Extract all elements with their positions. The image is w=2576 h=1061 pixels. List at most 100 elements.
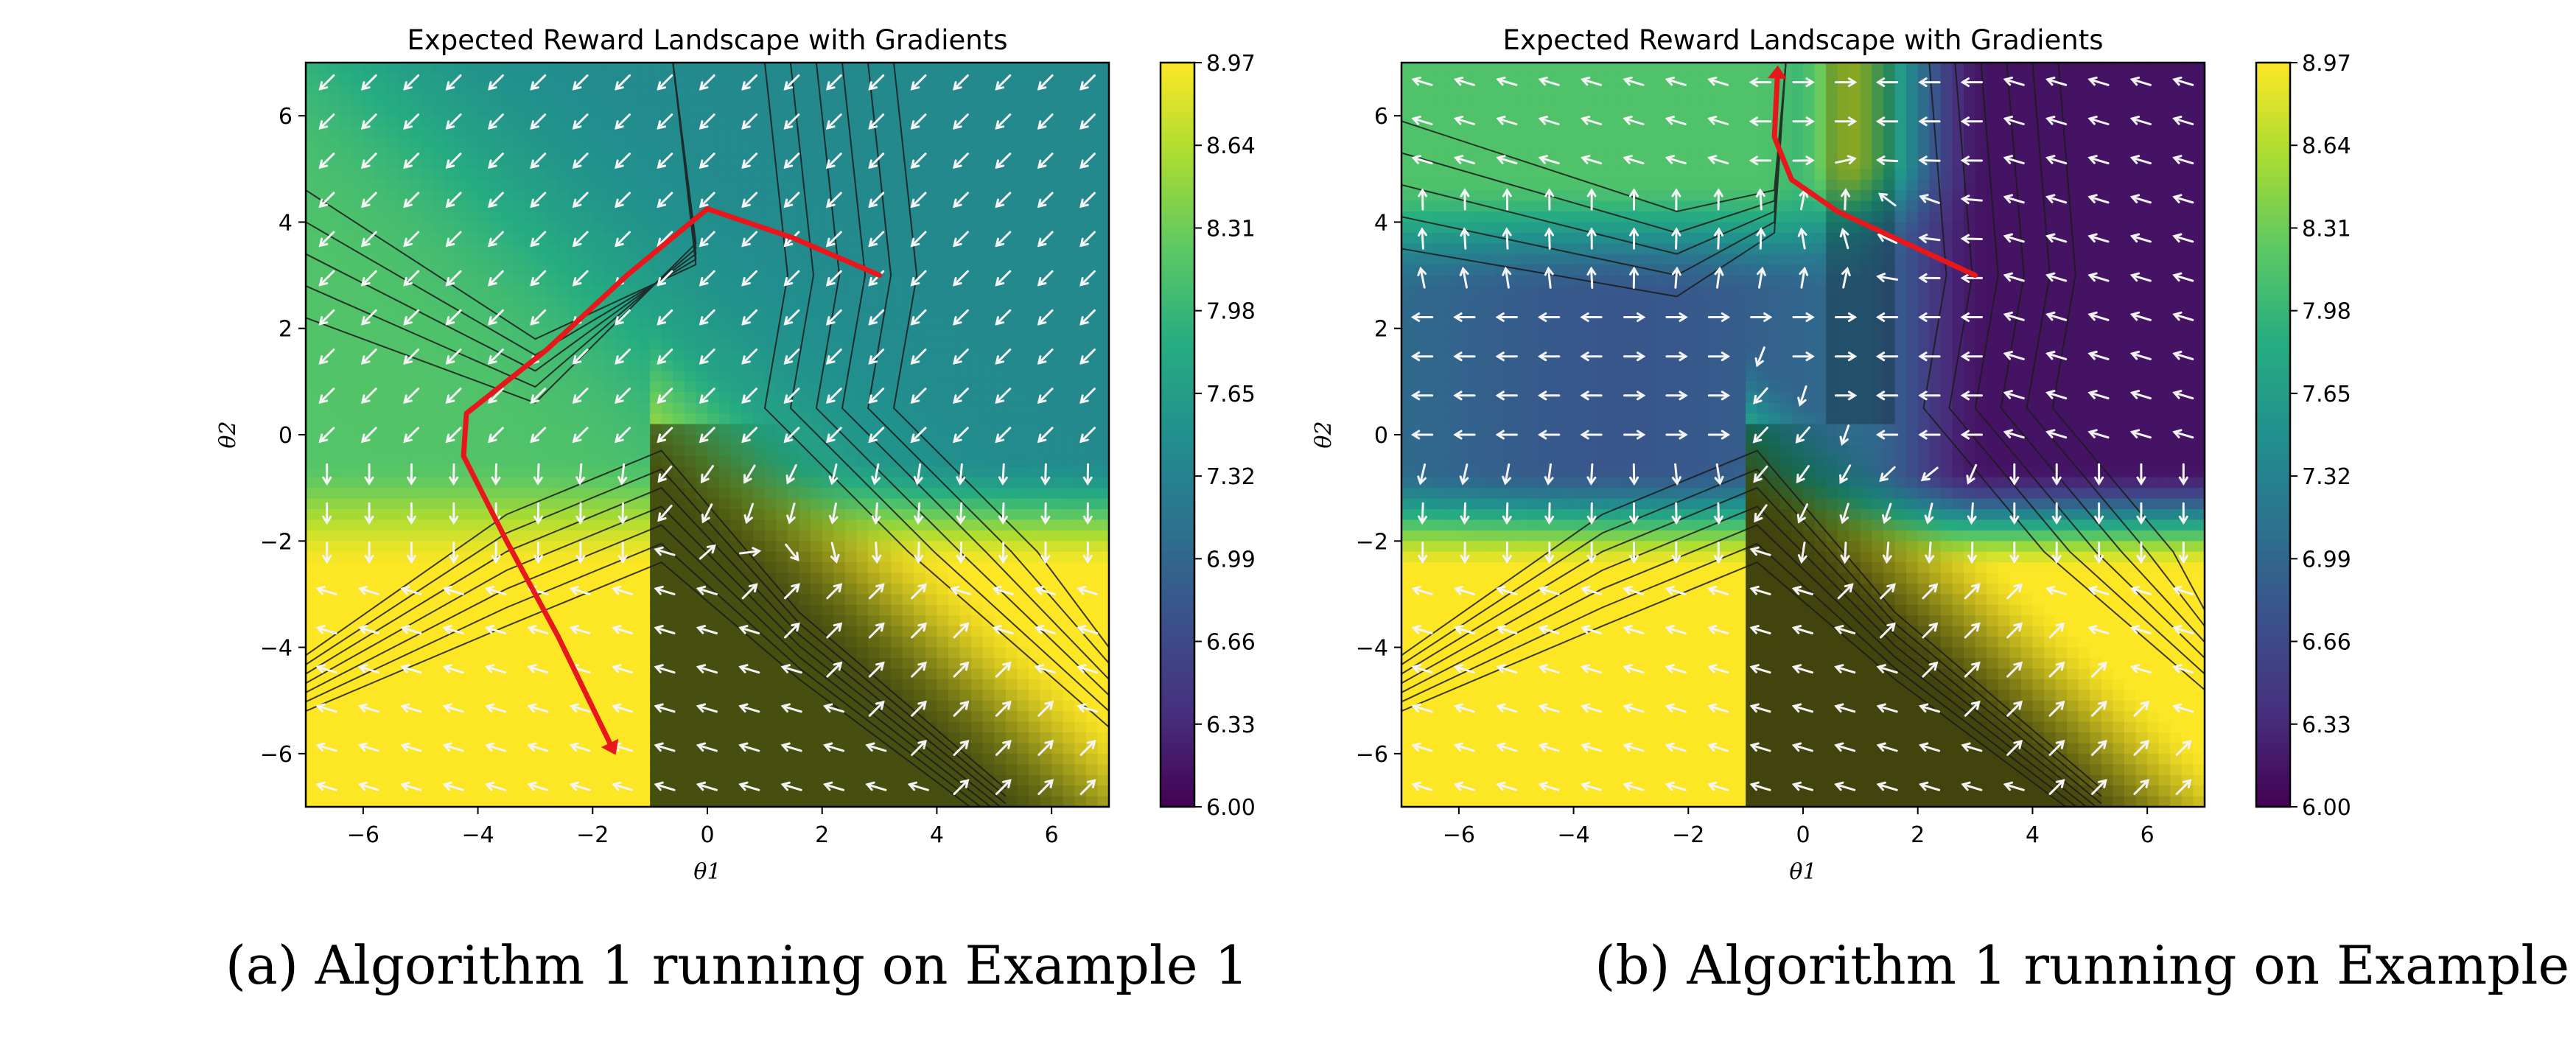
- heatmap-cell: [397, 721, 410, 733]
- heatmap-cell: [535, 253, 547, 265]
- heatmap-cell: [317, 530, 329, 542]
- heatmap-cell: [603, 488, 617, 500]
- heatmap-cell: [1051, 498, 1064, 510]
- heatmap-cell: [363, 774, 376, 786]
- heatmap-cell: [570, 339, 582, 351]
- heatmap-cell: [925, 169, 938, 181]
- heatmap-cell: [925, 658, 938, 670]
- heatmap-cell: [925, 307, 938, 319]
- heatmap-cell: [718, 265, 731, 276]
- heatmap-cell: [1063, 94, 1076, 106]
- heatmap-cell: [764, 732, 777, 744]
- heatmap-cell: [776, 711, 788, 723]
- heatmap-cell: [707, 381, 720, 393]
- heatmap-cell: [833, 764, 846, 776]
- heatmap-cell: [673, 700, 685, 712]
- heatmap-cell: [592, 668, 605, 680]
- heatmap-cell: [879, 116, 892, 127]
- heatmap-cell: [443, 615, 456, 627]
- heatmap-cell: [856, 158, 869, 170]
- heatmap-cell: [443, 647, 456, 659]
- heatmap-cell: [477, 402, 490, 414]
- heatmap-cell: [1005, 200, 1018, 212]
- heatmap-cell: [1063, 200, 1076, 212]
- heatmap-cell: [432, 402, 444, 414]
- gradient-arrow-head: [360, 394, 371, 404]
- heatmap-cell: [902, 445, 915, 457]
- heatmap-cell: [650, 371, 662, 382]
- heatmap-cell: [466, 158, 479, 170]
- heatmap-cell: [1005, 169, 1018, 181]
- heatmap-cell: [788, 200, 800, 212]
- heatmap-cell: [466, 211, 479, 223]
- heatmap-cell: [547, 328, 559, 340]
- heatmap-cell: [971, 455, 984, 468]
- heatmap-cell: [730, 265, 743, 276]
- heatmap-cell: [570, 530, 582, 542]
- heatmap-cell: [844, 435, 858, 447]
- gradient-arrow: [361, 113, 377, 130]
- heatmap-cell: [753, 63, 766, 74]
- heatmap-cell: [581, 296, 594, 308]
- gradient-arrow: [319, 427, 335, 443]
- heatmap-cell: [523, 647, 536, 659]
- heatmap-cell: [409, 371, 421, 382]
- heatmap-cell: [673, 190, 685, 202]
- heatmap-cell: [1051, 594, 1064, 606]
- heatmap-cell: [650, 169, 662, 181]
- heatmap-cell: [718, 190, 731, 202]
- heatmap-cell: [455, 721, 467, 733]
- heatmap-cell: [982, 562, 995, 574]
- heatmap-cell: [753, 700, 766, 712]
- heatmap-cell: [764, 381, 777, 393]
- heatmap-cell: [1017, 137, 1029, 149]
- heatmap-cell: [891, 232, 903, 245]
- heatmap-cell: [581, 753, 594, 766]
- heatmap-cell: [512, 147, 525, 159]
- heatmap-cell: [374, 455, 387, 468]
- heatmap-cell: [558, 700, 570, 712]
- heatmap-cell: [1029, 477, 1041, 489]
- heatmap-cell: [581, 594, 594, 606]
- heatmap-cell: [925, 604, 938, 617]
- heatmap-cell: [833, 360, 846, 372]
- heatmap-cell: [844, 73, 858, 85]
- heatmap-cell: [982, 169, 995, 181]
- heatmap-cell: [603, 73, 617, 85]
- heatmap-cell: [925, 413, 938, 425]
- gradient-arrow-head: [357, 585, 368, 595]
- heatmap-cell: [638, 626, 651, 637]
- heatmap-cell: [718, 402, 731, 414]
- heatmap-cell: [718, 94, 731, 106]
- heatmap-cell: [306, 73, 318, 85]
- heatmap-cell: [1005, 211, 1018, 223]
- heatmap-cell: [466, 753, 479, 766]
- heatmap-cell: [902, 147, 915, 159]
- heatmap-cell: [455, 211, 467, 223]
- heatmap-cell: [811, 360, 823, 372]
- heatmap-cell: [329, 137, 341, 149]
- heatmap-cell: [868, 63, 881, 74]
- heatmap-cell: [432, 732, 444, 744]
- heatmap-cell: [741, 147, 755, 159]
- heatmap-cell: [443, 328, 456, 340]
- heatmap-cell: [1085, 63, 1099, 74]
- gradient-arrow-head: [315, 585, 326, 595]
- heatmap-cell: [764, 584, 777, 595]
- heatmap-cell: [570, 690, 582, 701]
- heatmap-cell: [386, 562, 399, 574]
- heatmap-cell: [971, 584, 984, 595]
- heatmap-cell: [914, 286, 926, 298]
- heatmap-cell: [592, 328, 605, 340]
- heatmap-cell: [764, 265, 777, 276]
- gradient-arrow: [319, 113, 335, 130]
- heatmap-cell: [1017, 509, 1029, 521]
- heatmap-cell: [512, 105, 525, 116]
- heatmap-cell: [650, 307, 662, 319]
- heatmap-cell: [489, 253, 502, 265]
- heatmap-cell: [799, 594, 811, 606]
- heatmap-cell: [914, 211, 926, 223]
- heatmap-cell: [891, 679, 903, 691]
- heatmap-cell: [844, 551, 858, 563]
- heatmap-cell: [386, 721, 399, 733]
